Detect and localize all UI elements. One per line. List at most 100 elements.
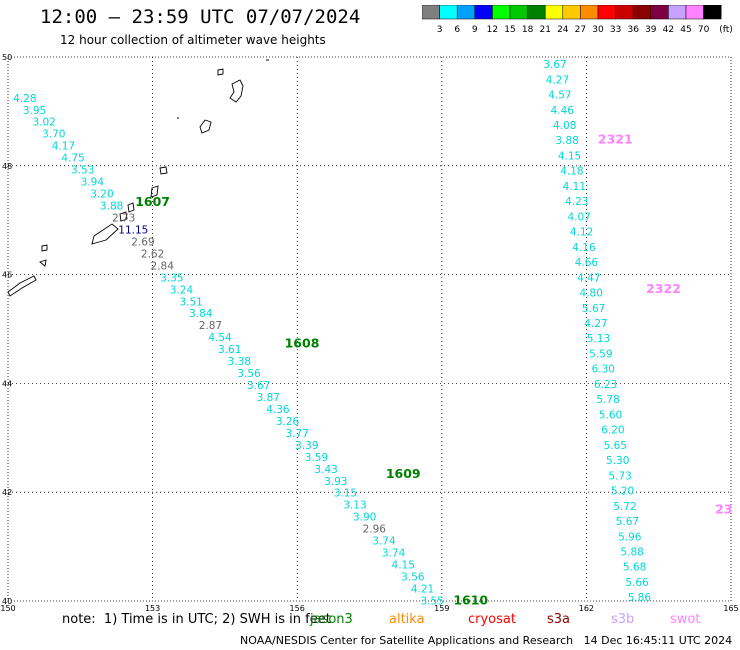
wave-height-map[interactable]: 150 153 156 159 162 1655048464442404.283.953.… — [0, 0, 740, 612]
swh-label-track1: 4.54 — [208, 332, 232, 344]
swh-label-track2: 4.07 — [567, 211, 590, 223]
swh-label-track2: 4.27 — [546, 74, 569, 86]
pass-time-label: 1607 — [135, 194, 170, 209]
swh-label-track2: 4.47 — [577, 272, 600, 284]
colorbar-label: 6 — [454, 25, 460, 35]
y-tick-label: 46 — [2, 271, 12, 280]
swh-label-track2: 5.66 — [625, 577, 649, 589]
colorbar-label: 39 — [645, 25, 657, 35]
swh-label-track2: 5.20 — [611, 486, 634, 498]
pass-time-label: 1610 — [453, 592, 488, 607]
swh-label-track1: 3.90 — [353, 512, 376, 524]
swh-label-track1: 2.73 — [112, 212, 135, 224]
pass-time-label: 2321 — [598, 132, 633, 147]
y-tick-label: 50 — [2, 53, 12, 62]
swh-label-track2: 4.12 — [570, 227, 593, 239]
y-tick-label: 48 — [2, 162, 12, 171]
swh-label-track1: 3.38 — [228, 356, 251, 368]
x-tick-label: 159 — [434, 604, 449, 612]
color-legend: 3 6 9 12 15 18 21 24 27 30 33 36 39 42 45 70 (ft) — [422, 5, 732, 35]
swh-label-track2: 4.18 — [560, 166, 583, 178]
colorbar-label: 12 — [487, 25, 498, 35]
swh-label-track2: 3.88 — [555, 135, 578, 147]
swh-label-track2: 5.73 — [608, 470, 631, 482]
swh-label-track1: 3.67 — [247, 380, 270, 392]
swh-label-track1: 4.36 — [266, 404, 290, 416]
swh-label-track2: 5.72 — [613, 501, 636, 513]
colorbar-swatch — [703, 5, 722, 20]
footer-note: note: 1) Time is in UTC; 2) SWH is in fe… — [62, 612, 331, 627]
swh-label-track1: 3.93 — [324, 476, 347, 488]
swh-label-track2: 5.65 — [604, 440, 627, 452]
swh-label-track1: 3.94 — [81, 177, 105, 189]
colorbar-label: 42 — [663, 25, 674, 35]
swh-label-track1: 4.28 — [13, 93, 36, 105]
colorbar-label: 15 — [504, 25, 515, 35]
swh-label-track2: 5.88 — [620, 546, 643, 558]
swh-label-track1: 3.15 — [334, 488, 357, 500]
colorbar-label: 27 — [575, 25, 586, 35]
swh-label-track1: 3.13 — [343, 500, 366, 512]
swh-label-track2: 5.96 — [618, 531, 642, 543]
swh-label-track2: 6.20 — [601, 425, 624, 437]
mission-cryosat: cryosat — [468, 612, 516, 627]
colorbar-label: 70 — [698, 25, 710, 35]
coastline — [91, 223, 119, 245]
pass-time-label: 2322 — [646, 281, 681, 296]
coastline — [119, 211, 128, 222]
y-tick-label: 44 — [2, 379, 12, 388]
swh-label-track1: 3.95 — [23, 105, 46, 117]
page-subtitle: 12 hour collection of altimeter wave hei… — [60, 33, 326, 47]
swh-label-track1: 2.62 — [141, 248, 164, 260]
coastline — [229, 79, 244, 103]
colorbar-label: 33 — [610, 25, 621, 35]
swh-label-track1: 3.43 — [314, 464, 337, 476]
swh-label-track2: 4.57 — [548, 90, 571, 102]
swh-label-track1: 3.61 — [218, 344, 241, 356]
swh-label-track1: 2.96 — [363, 524, 387, 536]
swh-label-track1: 3.77 — [286, 428, 309, 440]
y-tick-label: 40 — [2, 597, 12, 606]
x-tick-label: 153 — [145, 604, 160, 612]
coastline — [39, 259, 47, 267]
mission-jason3: jason3 — [310, 612, 353, 627]
coastline — [217, 68, 224, 76]
mission-s3a: s3a — [547, 612, 571, 627]
swh-label-track2: 4.46 — [551, 105, 575, 117]
colorbar-label: 45 — [680, 25, 691, 35]
map-frame — [7, 56, 732, 602]
coastline — [159, 166, 168, 175]
y-tick-label: 42 — [2, 488, 12, 497]
swh-label-track2: 4.16 — [572, 242, 596, 254]
swh-label-track1: 4.21 — [411, 583, 434, 595]
x-tick-label: 156 — [290, 604, 305, 612]
swh-label-track1: 2.69 — [131, 236, 154, 248]
swh-label-track1: 3.56 — [401, 572, 425, 584]
swh-label-track2: 5.86 — [628, 592, 652, 604]
swh-label-track1: 3.24 — [170, 284, 194, 296]
swh-label-track1: 3.51 — [179, 296, 202, 308]
swh-label-track2: 5.30 — [606, 455, 629, 467]
note-text: note: 1) Time is in UTC; 2) SWH is in fe… — [62, 612, 331, 627]
swh-label-track1: 4.75 — [61, 153, 84, 165]
swh-label-track1: 3.53 — [71, 165, 94, 177]
swh-label-track1: 2.87 — [199, 320, 222, 332]
swh-label-track2: 4.11 — [563, 181, 586, 193]
coastline — [127, 202, 135, 213]
colorbar-label: 30 — [592, 25, 604, 35]
pass-time-label: 1608 — [285, 336, 320, 351]
credit-line: NOAA/NESDIS Center for Satellite Applica… — [240, 634, 733, 647]
x-tick-label: 165 — [723, 604, 738, 612]
swh-label-track2: 5.78 — [596, 394, 619, 406]
x-tick-label: 150 — [0, 604, 15, 612]
swh-label-track2: 5.67 — [582, 303, 605, 315]
swh-label-track1: 4.15 — [392, 560, 415, 572]
swh-label-track1: 3.55 — [420, 595, 443, 607]
swh-label-track1: 3.02 — [32, 117, 55, 129]
colorbar-label: 18 — [522, 25, 534, 35]
pass-time-label: 1609 — [386, 466, 421, 481]
x-tick-label: 162 — [579, 604, 594, 612]
colorbar-label: 36 — [627, 25, 639, 35]
pass-time-label: 23 — [715, 502, 732, 517]
swh-label-track2: 5.60 — [599, 409, 622, 421]
